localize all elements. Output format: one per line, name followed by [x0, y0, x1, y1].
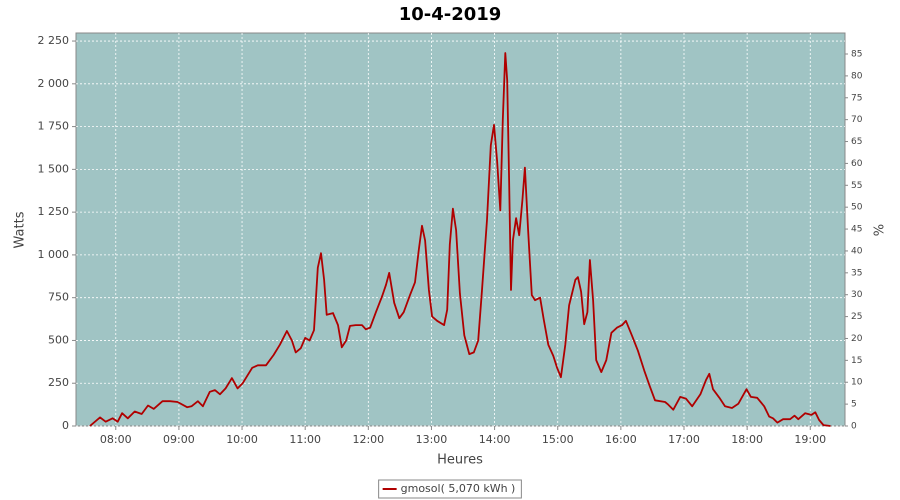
y2-tick-label: 75: [851, 93, 862, 103]
y2-tick-label: 10: [851, 378, 863, 388]
x-tick-label: 11:00: [289, 433, 321, 446]
y2-tick-label: 65: [851, 137, 862, 147]
x-tick-label: 13:00: [416, 433, 448, 446]
y-tick-label: 2 250: [38, 34, 70, 47]
y2-tick-label: 80: [851, 71, 863, 81]
legend-label: gmosol( 5,070 kWh ): [401, 482, 516, 495]
x-tick-label: 17:00: [668, 433, 700, 446]
y-tick-label: 1 750: [38, 120, 70, 133]
y-tick-label: 250: [48, 376, 69, 389]
y-tick-label: 1 250: [38, 205, 70, 218]
x-tick-label: 10:00: [226, 433, 258, 446]
x-tick-label: 18:00: [731, 433, 763, 446]
y-tick-label: 1 000: [38, 248, 70, 261]
y2-tick-label: 5: [851, 400, 857, 410]
y2-tick-label: 30: [851, 290, 863, 300]
y2-axis-label: %: [873, 224, 888, 236]
plot-area: [75, 32, 846, 427]
legend-box: [378, 479, 522, 499]
x-tick-label: 12:00: [352, 433, 384, 446]
chart-title: 10-4-2019: [399, 4, 502, 25]
y-tick-label: 750: [48, 291, 69, 304]
x-tick-label: 14:00: [479, 433, 511, 446]
x-tick-label: 16:00: [605, 433, 637, 446]
y2-tick-label: 55: [851, 181, 862, 191]
y2-tick-label: 70: [851, 115, 863, 125]
y2-tick-label: 25: [851, 312, 862, 322]
line-series: [89, 52, 831, 427]
y2-tick-label: 60: [851, 159, 863, 169]
y2-tick-label: 85: [851, 50, 862, 60]
x-tick-label: 09:00: [163, 433, 195, 446]
y2-tick-label: 40: [851, 246, 863, 256]
y2-tick-label: 0: [851, 422, 857, 432]
x-tick-label: 19:00: [794, 433, 826, 446]
y-tick-label: 1 500: [38, 162, 70, 175]
x-axis-label: Heures: [437, 453, 483, 468]
y2-tick-label: 15: [851, 356, 862, 366]
y2-tick-label: 20: [851, 334, 863, 344]
y2-tick-label: 35: [851, 268, 862, 278]
y-axis-label: Watts: [13, 211, 28, 248]
y-tick-label: 2 000: [38, 77, 70, 90]
legend: gmosol( 5,070 kWh ): [378, 479, 522, 499]
y2-tick-label: 50: [851, 203, 863, 213]
x-tick-label: 08:00: [100, 433, 132, 446]
y-tick-label: 500: [48, 333, 69, 346]
x-tick-label: 15:00: [542, 433, 574, 446]
y2-tick-label: 45: [851, 225, 862, 235]
y-tick-label: 0: [62, 419, 69, 432]
